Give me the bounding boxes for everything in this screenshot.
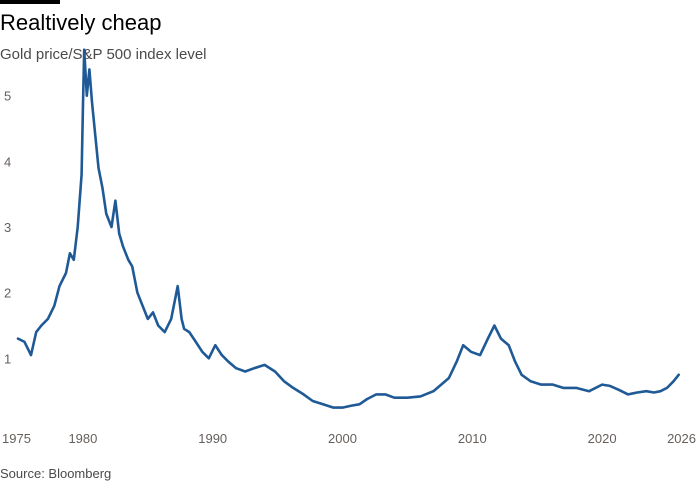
- y-tick-label: 3: [4, 220, 11, 235]
- x-tick-label: 2010: [458, 431, 487, 446]
- x-tick-label: 1975: [2, 431, 31, 446]
- series-line: [16, 48, 681, 409]
- chart-subtitle: Gold price/S&P 500 index level: [0, 46, 207, 63]
- brand-top-rule: [0, 0, 60, 4]
- x-tick-label: 2026: [667, 431, 696, 446]
- x-axis-ticks: 1975 1980 1990 2000 2010 2020 2026: [2, 431, 696, 446]
- y-tick-label: 5: [4, 89, 11, 104]
- source-note: Source: Bloomberg: [0, 466, 112, 481]
- y-tick-label: 2: [4, 286, 11, 301]
- x-tick-label: 2000: [328, 431, 357, 446]
- y-tick-label: 4: [4, 154, 11, 169]
- y-tick-label: 1: [4, 351, 11, 366]
- chart-title: Realtively cheap: [0, 10, 162, 35]
- y-axis-ticks: 1 2 3 4 5: [4, 89, 11, 367]
- x-tick-label: 1980: [68, 431, 97, 446]
- x-tick-label: 1990: [198, 431, 227, 446]
- x-tick-label: 2020: [588, 431, 617, 446]
- series-layer: [16, 48, 681, 409]
